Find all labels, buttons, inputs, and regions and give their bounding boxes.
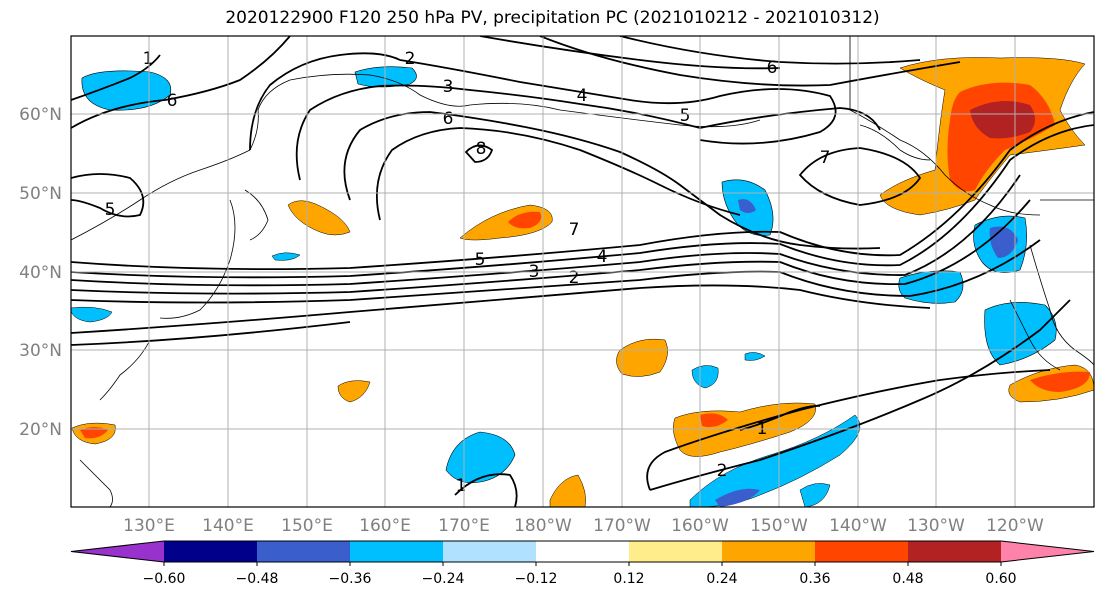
colorbar-tick-label: −0.12 xyxy=(515,571,558,587)
colorbar-tick-label: −0.36 xyxy=(329,571,372,587)
neg-anomaly xyxy=(354,66,417,88)
colorbar-segment xyxy=(722,541,816,562)
contour-label: 2 xyxy=(717,461,728,481)
contour-label: 8 xyxy=(476,139,487,159)
contour-label: 1 xyxy=(143,49,154,69)
colorbar-tick-label: 0.24 xyxy=(706,571,737,587)
pos-anomaly xyxy=(287,200,351,236)
contour-label: 3 xyxy=(443,77,454,97)
contour-label: 6 xyxy=(443,109,454,129)
pos-anomaly xyxy=(80,427,108,439)
neg-anomaly xyxy=(691,365,719,389)
lat-label: 50°N xyxy=(19,184,62,204)
pos-anomaly xyxy=(616,338,668,377)
gridlines xyxy=(71,36,1094,507)
neg-anomaly xyxy=(271,252,301,261)
neg-anomaly xyxy=(445,431,516,484)
contour-label: 6 xyxy=(767,58,778,78)
pos-anomaly xyxy=(508,211,542,229)
map-frame xyxy=(70,35,1095,508)
neg-anomaly xyxy=(744,352,766,361)
map-title: 2020122900 F120 250 hPa PV, precipitatio… xyxy=(225,8,880,28)
colorbar-segment xyxy=(164,541,258,562)
colorbar xyxy=(70,540,1095,563)
lat-labels: 60°N 50°N 40°N 30°N 20°N xyxy=(19,105,62,440)
colorbar-segment xyxy=(350,541,444,562)
colorbar-segment xyxy=(629,541,723,562)
lon-label: 140°E xyxy=(202,516,254,536)
colorbar-segment xyxy=(443,541,537,562)
precip-shading xyxy=(71,57,1094,507)
lon-label: 130°E xyxy=(123,516,175,536)
lat-label: 60°N xyxy=(19,105,62,125)
lon-label: 180°W xyxy=(514,516,572,536)
colorbar-segment xyxy=(1001,541,1094,562)
colorbar-segment xyxy=(815,541,909,562)
lon-labels: 130°E 140°E 150°E 160°E 170°E 180°W 170°… xyxy=(123,516,1044,536)
neg-anomaly xyxy=(689,414,861,507)
contour-label: 2 xyxy=(405,49,416,69)
pv-contours xyxy=(71,36,1094,507)
lon-label: 120°W xyxy=(986,516,1044,536)
lat-label: 30°N xyxy=(19,341,62,361)
neg-anomaly xyxy=(738,199,756,213)
contour-label: 7 xyxy=(820,148,831,168)
pos-anomaly xyxy=(1030,371,1090,392)
lon-label: 160°E xyxy=(359,516,411,536)
neg-anomaly xyxy=(71,306,113,323)
lon-label: 160°W xyxy=(671,516,729,536)
contour-label: 2 xyxy=(569,268,580,288)
pos-anomaly xyxy=(700,413,728,428)
contour-label: 5 xyxy=(105,200,116,220)
lat-label: 40°N xyxy=(19,263,62,283)
colorbar-tick-label: −0.24 xyxy=(422,571,465,587)
pos-anomaly xyxy=(970,101,1035,139)
contour-label: 4 xyxy=(577,86,588,106)
contour-label: 7 xyxy=(569,220,580,240)
neg-anomaly xyxy=(715,488,760,507)
lon-label: 170°W xyxy=(593,516,651,536)
pos-anomaly xyxy=(337,380,371,403)
lon-label: 140°W xyxy=(829,516,887,536)
colorbar-segment xyxy=(908,541,1002,562)
contour-label: 5 xyxy=(680,106,691,126)
colorbar-tick-label: 0.36 xyxy=(799,571,830,587)
neg-anomaly xyxy=(799,483,831,507)
lon-label: 130°W xyxy=(907,516,965,536)
contour-label: 5 xyxy=(475,250,486,270)
colorbar-segment xyxy=(536,541,630,562)
colorbar-tick-label: −0.60 xyxy=(143,571,186,587)
colorbar-tick-label: −0.48 xyxy=(236,571,279,587)
contour-label: 6 xyxy=(167,91,178,111)
lat-label: 20°N xyxy=(19,420,62,440)
colorbar-segment xyxy=(257,541,351,562)
colorbar-tick-label: 0.60 xyxy=(985,571,1016,587)
colorbar-segment xyxy=(71,541,164,562)
contour-label: 4 xyxy=(597,247,608,267)
colorbar-ticks: −0.60 −0.48 −0.36 −0.24 −0.12 0.12 0.24 0.36 0.4… xyxy=(143,562,1017,587)
colorbar-tick-label: 0.48 xyxy=(892,571,923,587)
colorbar-tick-label: 0.12 xyxy=(613,571,644,587)
lon-label: 150°E xyxy=(281,516,333,536)
neg-anomaly xyxy=(984,302,1057,366)
lon-label: 150°W xyxy=(750,516,808,536)
lon-label: 170°E xyxy=(438,516,490,536)
contour-label: 1 xyxy=(456,476,467,496)
pos-anomaly xyxy=(549,474,586,507)
